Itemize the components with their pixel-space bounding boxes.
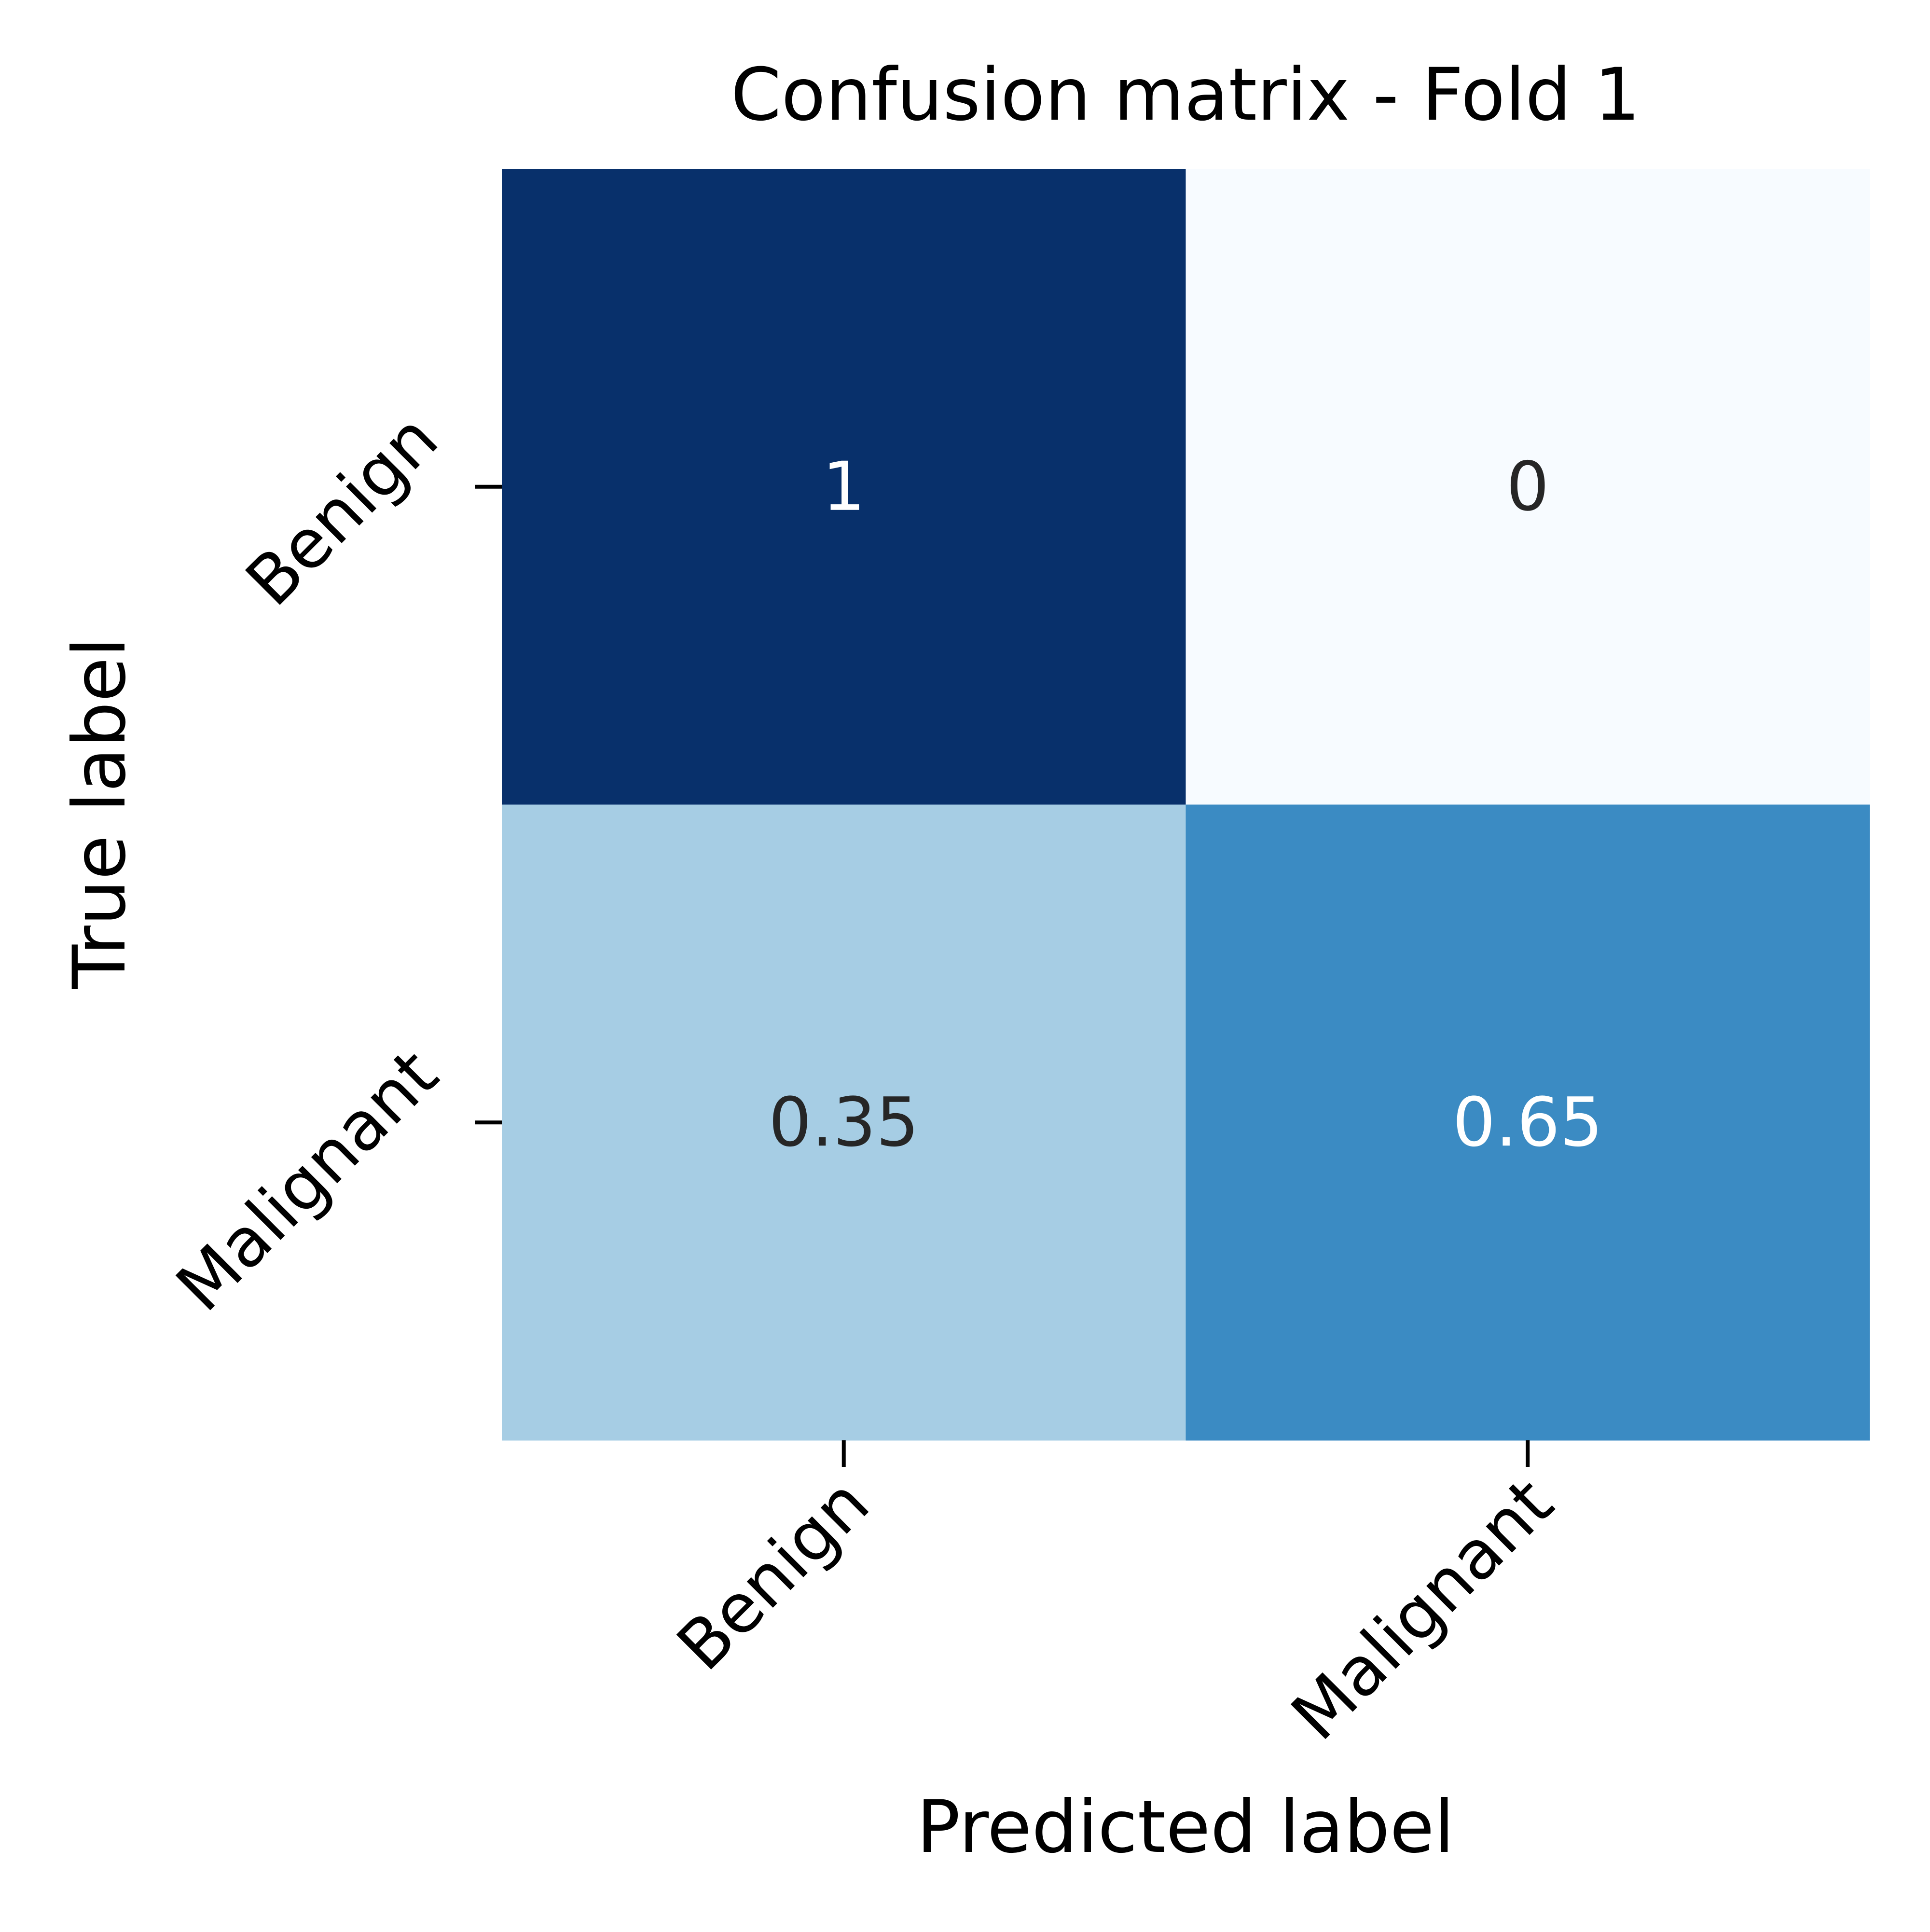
cell-value-label: 0 — [1506, 448, 1549, 526]
y-tick-label: Malignant — [162, 1035, 453, 1326]
heatmap-cell — [502, 804, 1186, 1441]
cell-value-label: 1 — [822, 448, 865, 526]
x-axis-label: Predicted label — [917, 1785, 1455, 1869]
heatmap-cell — [1186, 804, 1870, 1441]
heatmap-cell — [502, 169, 1186, 805]
heatmap-cell — [1186, 169, 1870, 805]
x-tick-label: Benign — [662, 1464, 884, 1686]
cell-value-label: 0.65 — [1452, 1083, 1603, 1162]
y-tick-label: Benign — [231, 400, 453, 621]
cell-value-label: 0.35 — [769, 1083, 919, 1162]
cell-value-labels: 1 0 0.35 0.65 — [769, 448, 1603, 1162]
chart-title: Confusion matrix - Fold 1 — [731, 53, 1640, 137]
heatmap-cells — [502, 169, 1870, 1441]
y-axis-label: True label — [58, 637, 142, 989]
x-tick-label: Malignant — [1277, 1464, 1568, 1755]
